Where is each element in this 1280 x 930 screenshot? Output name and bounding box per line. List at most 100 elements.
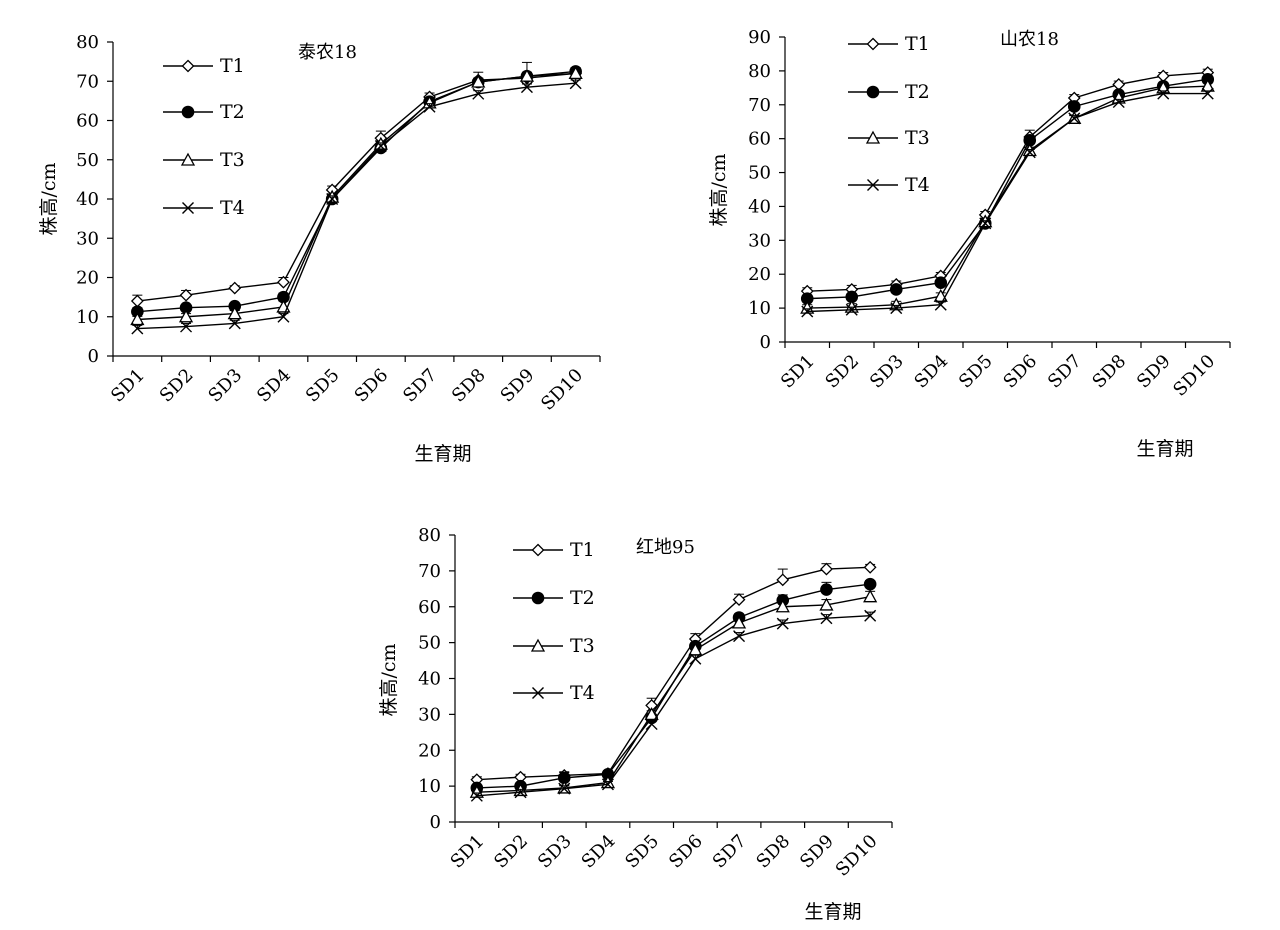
data-point — [422, 95, 437, 109]
data-point — [979, 217, 992, 230]
y-tick-label: 80 — [748, 61, 771, 82]
data-point — [601, 778, 614, 791]
data-point — [863, 577, 877, 591]
data-point — [863, 589, 878, 603]
series-T3 — [800, 78, 1215, 314]
legend-label: T4 — [905, 174, 930, 196]
data-point — [689, 652, 702, 665]
data-point — [277, 275, 290, 289]
y-tick-label: 40 — [418, 669, 441, 690]
x-tick-label: SD10 — [1169, 351, 1219, 401]
data-point — [820, 562, 833, 576]
data-point — [568, 66, 583, 80]
x-tick-label: SD4 — [910, 351, 952, 393]
legend-label: T2 — [220, 101, 245, 123]
x-tick-label: SD10 — [832, 831, 882, 881]
legend-item-T1: T1 — [848, 33, 930, 55]
legend-item-T4: T4 — [513, 682, 595, 704]
series-T2 — [131, 65, 582, 318]
x-tick-label: SD8 — [448, 365, 490, 407]
series-line — [476, 583, 871, 789]
y-tick-label: 40 — [748, 196, 771, 217]
legend-label: T4 — [570, 682, 595, 704]
series-line — [137, 72, 576, 321]
data-point — [644, 707, 659, 721]
x-tick-label: SD3 — [534, 831, 576, 873]
legend-marker — [531, 543, 545, 557]
series-line — [137, 82, 576, 330]
y-tick-label: 90 — [748, 27, 771, 48]
x-tick-label: SD6 — [351, 365, 393, 407]
legend-label: T1 — [220, 55, 245, 77]
legend-marker — [530, 638, 546, 652]
data-point — [569, 77, 582, 90]
legend-item-T4: T4 — [848, 174, 930, 196]
series-T1 — [470, 560, 877, 787]
data-point — [469, 784, 484, 798]
data-point — [131, 322, 144, 335]
series-line — [807, 85, 1208, 309]
x-tick-label: SD5 — [302, 365, 344, 407]
series-line — [807, 71, 1208, 292]
y-tick-label: 0 — [760, 332, 771, 353]
legend-label: T2 — [905, 81, 930, 103]
data-point — [732, 593, 746, 606]
x-tick-label: SD2 — [490, 831, 532, 873]
y-tick-label: 70 — [418, 561, 441, 582]
x-tick-label: SD1 — [107, 365, 149, 407]
data-point — [1023, 146, 1036, 159]
x-tick-label: SD7 — [399, 365, 441, 407]
data-point — [934, 276, 948, 289]
x-axis-label: 生育期 — [414, 443, 471, 465]
data-point — [776, 573, 790, 587]
y-tick-label: 20 — [418, 740, 441, 761]
data-point — [423, 100, 436, 113]
y-tick-label: 50 — [76, 150, 99, 171]
data-point — [227, 306, 242, 320]
legend-marker — [532, 687, 544, 699]
y-tick-label: 30 — [748, 230, 771, 251]
data-point — [731, 615, 747, 629]
y-tick-label: 30 — [76, 228, 99, 249]
data-point — [934, 298, 947, 311]
data-point — [520, 81, 533, 94]
series-line — [476, 596, 871, 793]
y-tick-label: 0 — [430, 812, 441, 833]
data-point — [863, 560, 877, 574]
data-point — [277, 310, 290, 323]
legend-label: T1 — [570, 539, 595, 561]
y-tick-label: 30 — [418, 704, 441, 725]
data-point — [1112, 96, 1125, 109]
legend-item-T1: T1 — [163, 55, 245, 77]
x-tick-label: SD2 — [156, 365, 198, 407]
x-tick-label: SD1 — [447, 831, 489, 873]
data-point — [180, 320, 193, 333]
legend-item-T4: T4 — [163, 197, 245, 219]
x-tick-label: SD4 — [253, 365, 295, 407]
legend-marker — [865, 130, 881, 144]
legend-item-T3: T3 — [848, 127, 930, 149]
data-point — [1157, 87, 1170, 100]
data-point — [819, 597, 834, 611]
y-tick-label: 10 — [76, 307, 99, 328]
data-point — [326, 193, 339, 205]
data-point — [514, 786, 527, 799]
y-tick-label: 70 — [748, 95, 771, 116]
data-point — [470, 789, 483, 802]
legend-item-T2: T2 — [513, 587, 595, 609]
series-T3 — [469, 589, 878, 798]
series-T1 — [130, 66, 583, 308]
x-tick-label: SD8 — [752, 831, 794, 873]
data-point — [845, 303, 858, 316]
y-tick-label: 10 — [748, 298, 771, 319]
data-point — [820, 583, 833, 596]
x-tick-label: SD6 — [999, 351, 1041, 393]
chart-title: 山农18 — [1000, 29, 1059, 50]
series-line — [807, 92, 1208, 313]
legend-label: T2 — [570, 587, 595, 609]
data-point — [890, 302, 903, 315]
y-tick-label: 60 — [76, 111, 99, 132]
legend-marker — [181, 59, 195, 73]
x-tick-label: SD3 — [866, 351, 908, 393]
